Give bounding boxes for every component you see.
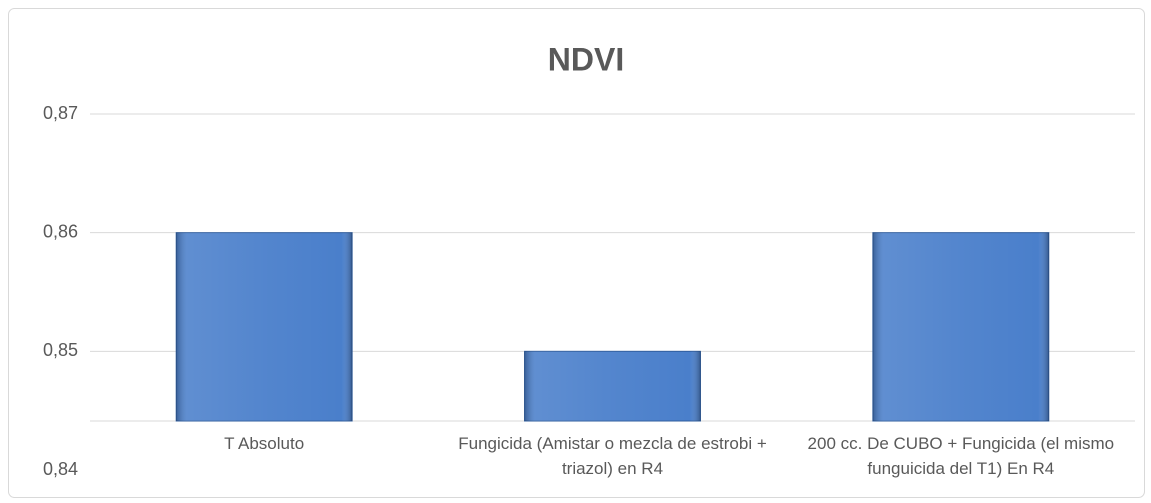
chart-title: NDVI [548, 41, 624, 77]
bar-shade [524, 351, 701, 421]
bar-shade [176, 232, 353, 421]
bar-shade [872, 232, 1049, 421]
y-tick-label: 0,84 [43, 459, 78, 479]
y-tick-label: 0,85 [43, 340, 78, 360]
x-tick-label: 200 cc. De CUBO + Fungicida (el mismo fu… [807, 434, 1115, 478]
x-tick-label: T Absoluto [224, 434, 305, 453]
y-tick-label: 0,86 [43, 221, 78, 241]
y-tick-label: 0,87 [43, 103, 78, 123]
x-tick-label: Fungicida (Amistar o mezcla de estrobi +… [458, 434, 767, 478]
